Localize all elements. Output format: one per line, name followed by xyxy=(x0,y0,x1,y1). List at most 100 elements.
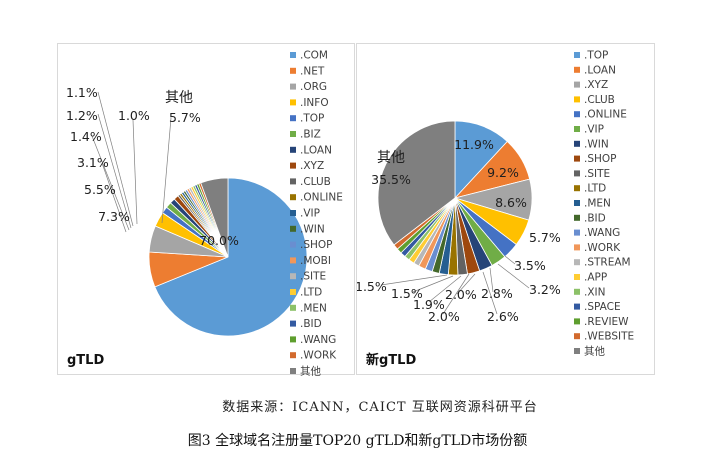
legend-entry: .SITE xyxy=(584,168,610,180)
legend-swatch xyxy=(290,194,296,201)
legend-swatch xyxy=(290,273,296,280)
leader-line xyxy=(497,263,530,289)
legend-entry: .NET xyxy=(300,65,325,77)
legend-entry: .CLUB xyxy=(300,176,331,188)
other-slice-label: 其他 xyxy=(377,150,405,166)
legend-entry: .CLUB xyxy=(584,94,615,106)
legend-swatch xyxy=(290,131,296,137)
legend-swatch xyxy=(290,146,296,153)
leader-line xyxy=(132,119,138,225)
legend-entry: .BID xyxy=(300,318,322,330)
legend-swatch xyxy=(574,66,580,73)
legend-swatch xyxy=(574,274,580,280)
legend-entry: .COM xyxy=(300,50,328,62)
legend-entry: 其他 xyxy=(300,365,321,377)
legend-swatch xyxy=(574,288,580,295)
legend-swatch xyxy=(574,170,580,177)
legend-entry: .SHOP xyxy=(300,239,333,251)
legend-swatch xyxy=(290,99,296,106)
data-label: 3.2% xyxy=(529,282,561,297)
pie-chart-new-gtld: 11.9% 9.2% 8.6% 5.7% 3.5% 3.2% 2.8% 2.6% 2.0% 2.0… xyxy=(357,50,634,369)
data-label: 1.5% xyxy=(391,286,423,301)
legend-swatch xyxy=(290,289,296,295)
data-label: 7.3% xyxy=(98,209,130,224)
data-label: 1.2% xyxy=(66,108,98,123)
legend-swatch xyxy=(290,162,296,169)
data-label: 8.6% xyxy=(495,195,527,210)
legend-swatch xyxy=(290,368,296,374)
pie-slice-com xyxy=(154,177,308,337)
legend-swatch xyxy=(290,257,296,264)
chart-panel-new-gtld: 11.9% 9.2% 8.6% 5.7% 3.5% 3.2% 2.8% 2.6% 2.0% 2.0… xyxy=(356,43,655,375)
data-label: 1.9% xyxy=(413,297,445,312)
pie-chart-gtld: 70.0% 7.3% 5.5% 3.1% 1.4% 1.2% 1.1% 1.0% 5.7% 其他.… xyxy=(66,50,343,377)
legend-swatch xyxy=(574,318,580,325)
legend-entry: .WIN xyxy=(300,223,325,235)
data-label: 9.2% xyxy=(487,165,519,180)
legend-entry: .STREAM xyxy=(584,257,631,269)
data-label: 2.6% xyxy=(487,309,519,324)
legend-entry: .REVIEW xyxy=(584,316,629,328)
pie-slice-其他 xyxy=(200,177,229,258)
legend-entry: .WORK xyxy=(584,242,621,254)
legend-entry: .WORK xyxy=(300,350,337,362)
data-label: 5.7% xyxy=(169,110,201,125)
legend-swatch xyxy=(574,303,580,310)
legend-entry: .ONLINE xyxy=(300,192,343,204)
legend-entry: .XYZ xyxy=(584,79,608,91)
leader-line xyxy=(412,275,454,293)
chart-title: gTLD xyxy=(67,353,104,368)
legend-swatch xyxy=(290,225,296,232)
legend-entry: .SHOP xyxy=(584,153,617,165)
other-slice-label: 其他 xyxy=(165,90,193,106)
legend-entry: .LTD xyxy=(584,183,606,195)
leader-line xyxy=(97,91,134,227)
legend-entry: .APP xyxy=(584,272,607,284)
leader-line xyxy=(442,273,470,315)
legend-entry: .LOAN xyxy=(584,64,616,76)
legend-entry: .BIZ xyxy=(300,129,321,141)
legend-entry: .TOP xyxy=(584,50,608,62)
legend-entry: .TOP xyxy=(300,113,324,125)
legend-swatch xyxy=(290,178,296,185)
data-label: 1.0% xyxy=(118,108,150,123)
legend-swatch xyxy=(290,241,296,248)
legend-swatch xyxy=(574,155,580,162)
legend-entry: .WANG xyxy=(300,334,336,346)
legend-swatch xyxy=(574,244,580,251)
legend-entry: .XYZ xyxy=(300,160,324,172)
legend-swatch xyxy=(574,229,580,236)
legend-entry: .VIP xyxy=(300,208,320,220)
leader-line xyxy=(91,135,130,231)
leader-line xyxy=(97,113,132,229)
legend-swatch xyxy=(290,336,296,343)
leader-line xyxy=(456,273,476,295)
leader-line xyxy=(380,274,448,286)
chart-title: 新gTLD xyxy=(366,352,416,368)
legend-entry: .MOBI xyxy=(300,255,331,267)
legend-swatch xyxy=(290,52,296,58)
legend-swatch xyxy=(290,115,296,122)
leader-line xyxy=(161,117,172,224)
legend-entry: .BID xyxy=(584,212,606,224)
data-label: 1.4% xyxy=(70,129,102,144)
pie-slice-其他 xyxy=(377,120,456,246)
legend-entry: .SITE xyxy=(300,271,326,283)
legend-entry: .ONLINE xyxy=(584,109,627,121)
data-label: 35.5% xyxy=(371,172,411,187)
legend-swatch xyxy=(574,259,580,266)
legend-swatch xyxy=(574,140,580,147)
legend-entry: .VIP xyxy=(584,124,604,136)
legend-entry: .MEN xyxy=(300,302,327,314)
legend-swatch xyxy=(290,210,296,216)
figure-caption: 图3 全球域名注册量TOP20 gTLD和新gTLD市场份额 xyxy=(187,433,528,449)
legend-swatch xyxy=(574,111,580,118)
legend-swatch xyxy=(574,81,580,88)
legend-entry: 其他 xyxy=(584,345,605,358)
data-source-note: 数据来源：ICANN，CAICT 互联网资源科研平台 xyxy=(222,400,538,415)
legend-entry: .XIN xyxy=(584,286,605,298)
data-label: 1.1% xyxy=(66,85,98,100)
data-label: 3.1% xyxy=(77,155,109,170)
legend-entry: .MEN xyxy=(584,198,611,210)
legend-entry: .LTD xyxy=(300,287,322,299)
